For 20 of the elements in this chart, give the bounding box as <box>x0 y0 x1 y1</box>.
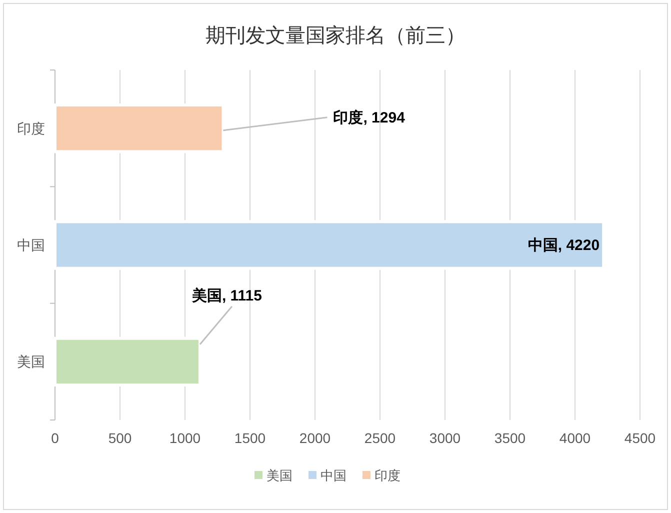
x-tick-label: 3000 <box>429 430 461 446</box>
x-tick-label: 500 <box>108 430 132 446</box>
y-tick-label: 美国 <box>17 354 45 370</box>
legend-label: 印度 <box>374 468 400 483</box>
chart-title: 期刊发文量国家排名（前三） <box>206 25 466 47</box>
x-tick-label: 2500 <box>364 430 396 446</box>
legend-label: 中国 <box>320 468 346 483</box>
x-tick-label: 1000 <box>169 430 201 446</box>
x-tick-label: 3500 <box>494 430 526 446</box>
data-label: 印度, 1294 <box>333 108 406 126</box>
x-tick-label: 4500 <box>624 430 656 446</box>
x-tick-label: 1500 <box>234 430 266 446</box>
y-tick-label: 印度 <box>17 120 45 136</box>
legend-label: 美国 <box>266 468 292 483</box>
y-tick-label: 中国 <box>17 237 45 253</box>
data-label: 美国, 1115 <box>190 286 262 304</box>
x-tick-label: 2000 <box>299 430 331 446</box>
x-tick-label: 0 <box>51 430 60 446</box>
data-label: 中国, 4220 <box>528 237 600 254</box>
x-tick-label: 4000 <box>559 430 591 446</box>
